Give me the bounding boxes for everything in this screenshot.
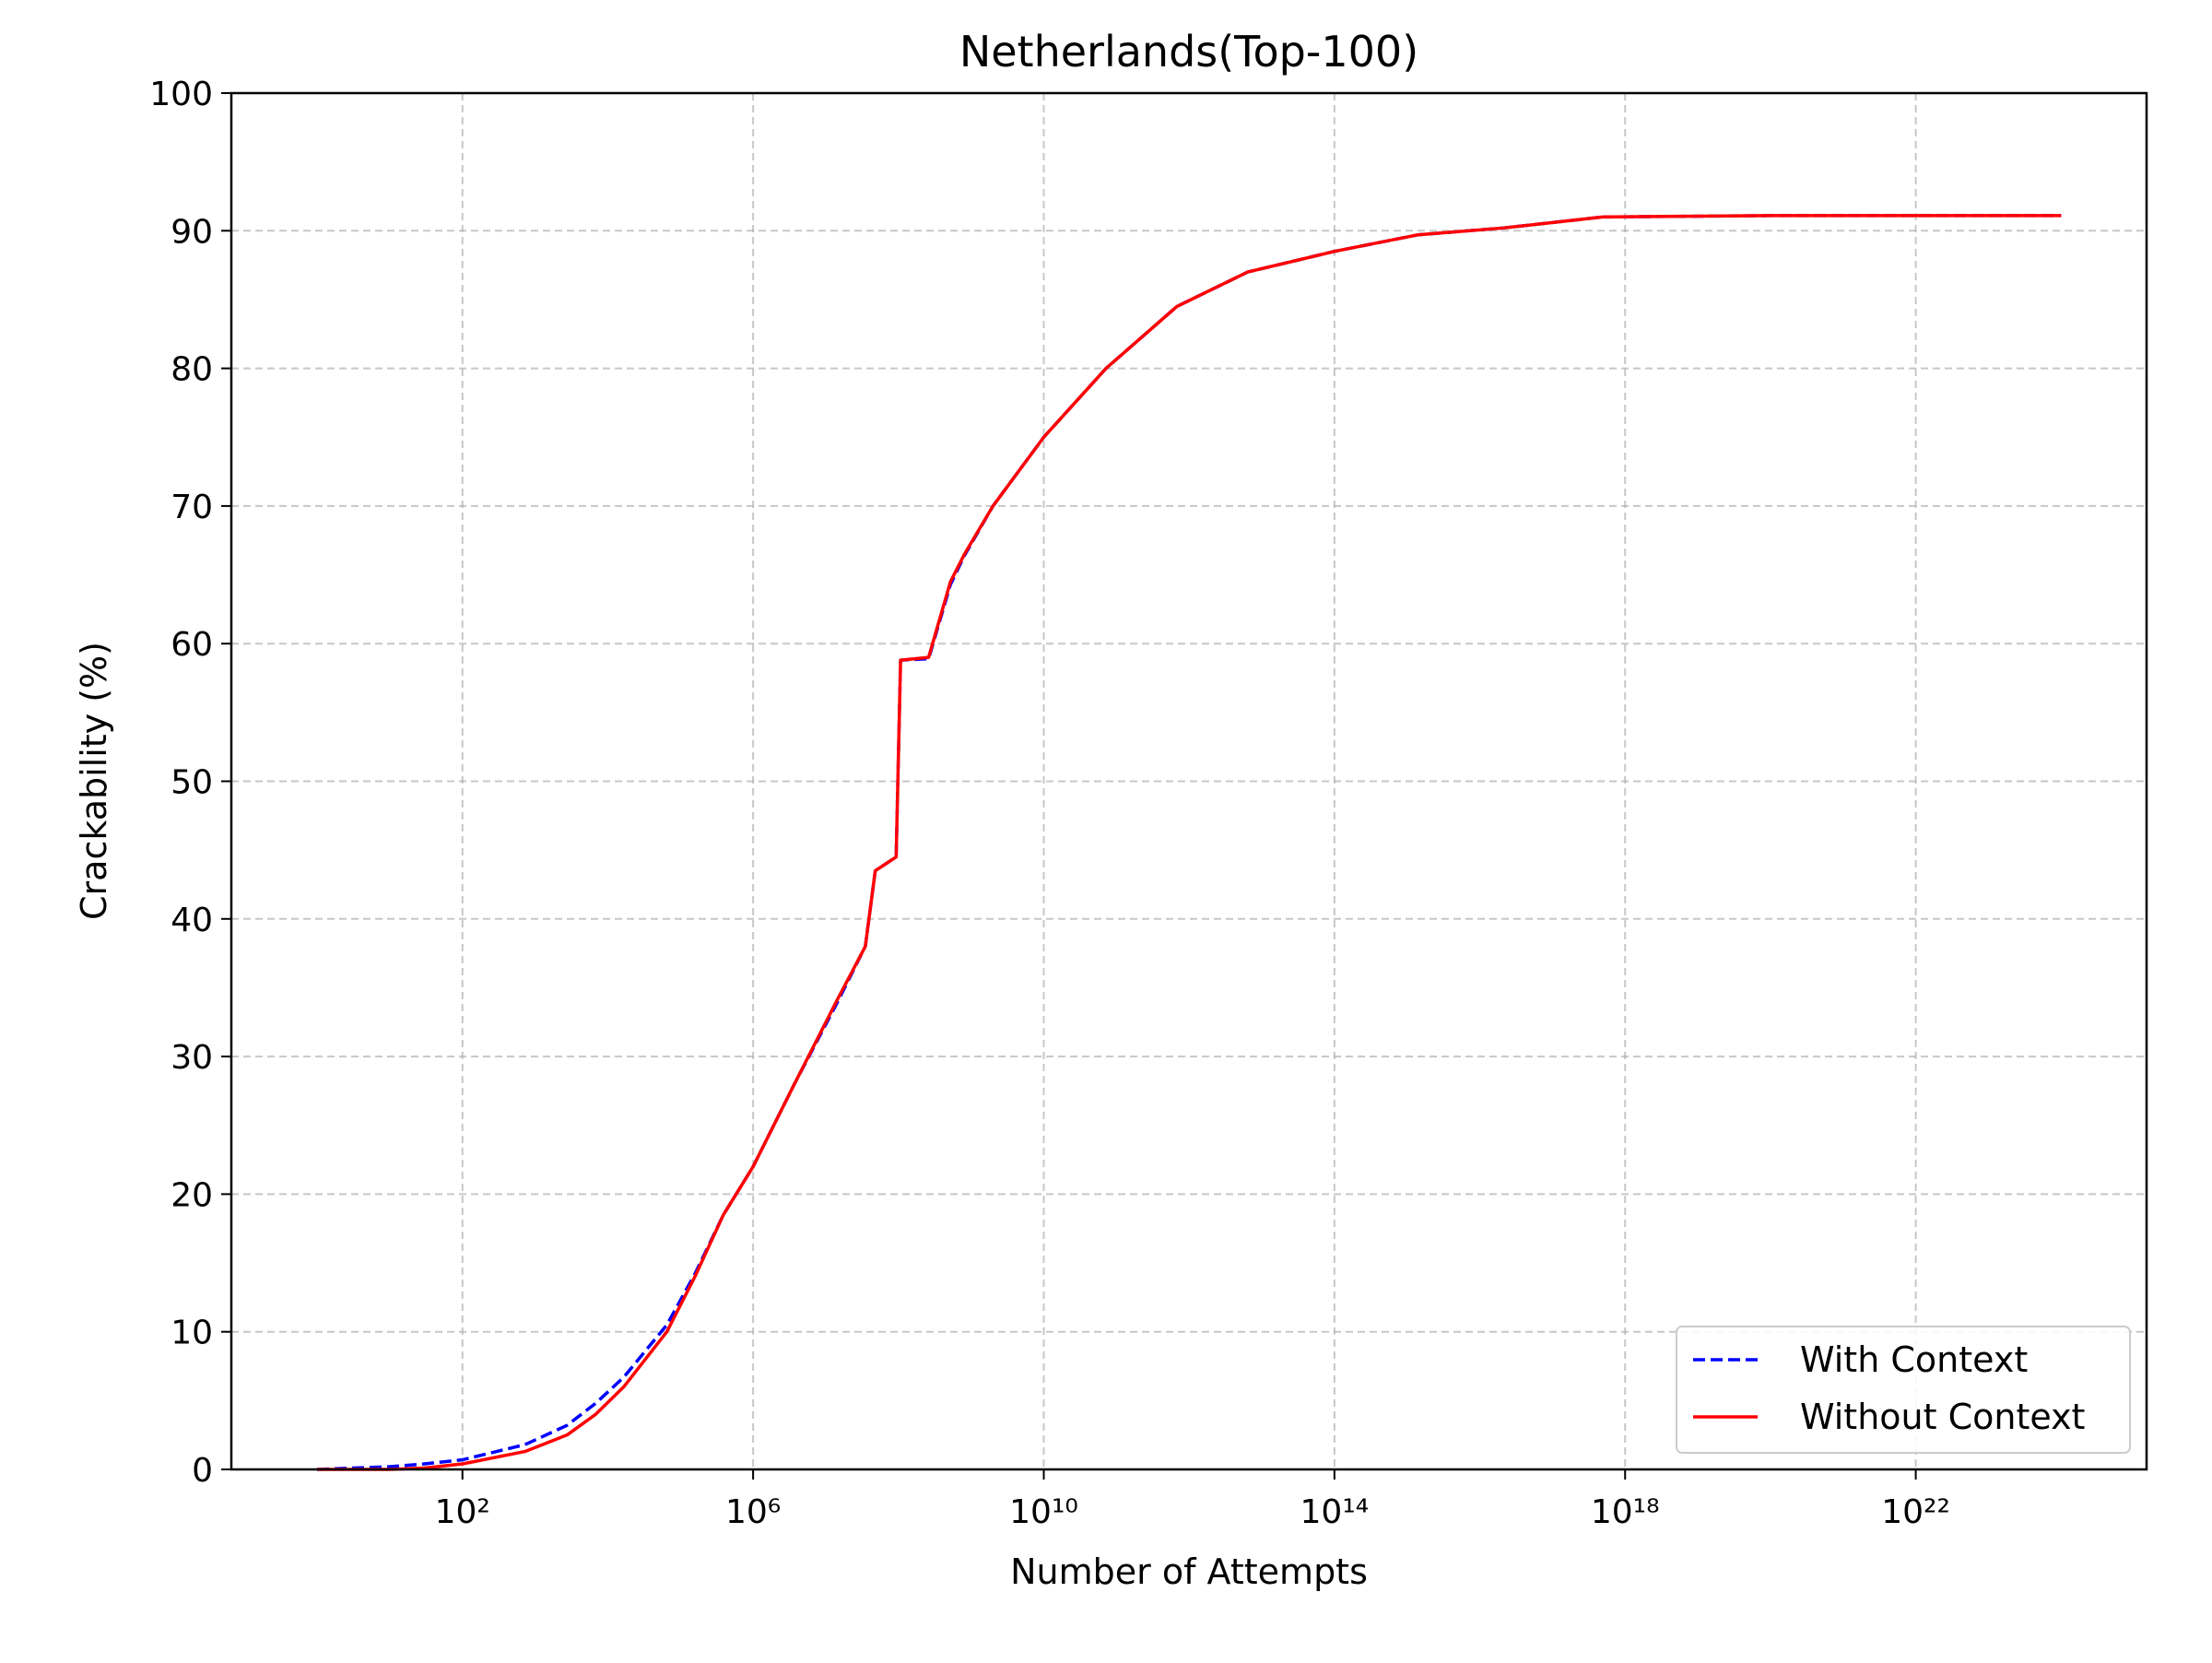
chart-title: Netherlands(Top-100): [959, 27, 1418, 77]
y-tick-label: 30: [171, 1039, 213, 1077]
y-tick-label: 50: [171, 764, 213, 802]
legend-frame: [1676, 1326, 2131, 1454]
y-tick-label: 10: [171, 1315, 213, 1352]
x-tick-label: 10¹⁸: [1591, 1493, 1660, 1531]
y-tick-label: 80: [171, 351, 213, 389]
x-tick-label: 10¹⁴: [1300, 1493, 1370, 1531]
y-tick-label: 70: [171, 489, 213, 526]
data-line: [317, 214, 2062, 1471]
legend: With Context Without Context: [1676, 1326, 2131, 1454]
legend-label: With Context: [1800, 1339, 2028, 1380]
y-tick-label: 0: [192, 1452, 213, 1490]
y-tick-label: 40: [171, 902, 213, 939]
y-tick-label: 20: [171, 1176, 213, 1214]
y-tick-label: 60: [171, 626, 213, 664]
y-tick-label: 100: [149, 76, 213, 113]
plot-frame: [229, 91, 2148, 1471]
x-tick-label: 10²²: [1881, 1493, 1950, 1531]
y-tick-label: 90: [171, 213, 213, 251]
x-tick-label: 10⁶: [725, 1493, 781, 1531]
x-axis-label: Number of Attempts: [1010, 1551, 1368, 1592]
legend-label: Without Context: [1800, 1397, 2085, 1437]
y-axis-label: Crackability (%): [74, 642, 114, 920]
x-tick-label: 10¹⁰: [1009, 1493, 1078, 1531]
x-tick-label: 10²: [435, 1493, 490, 1531]
